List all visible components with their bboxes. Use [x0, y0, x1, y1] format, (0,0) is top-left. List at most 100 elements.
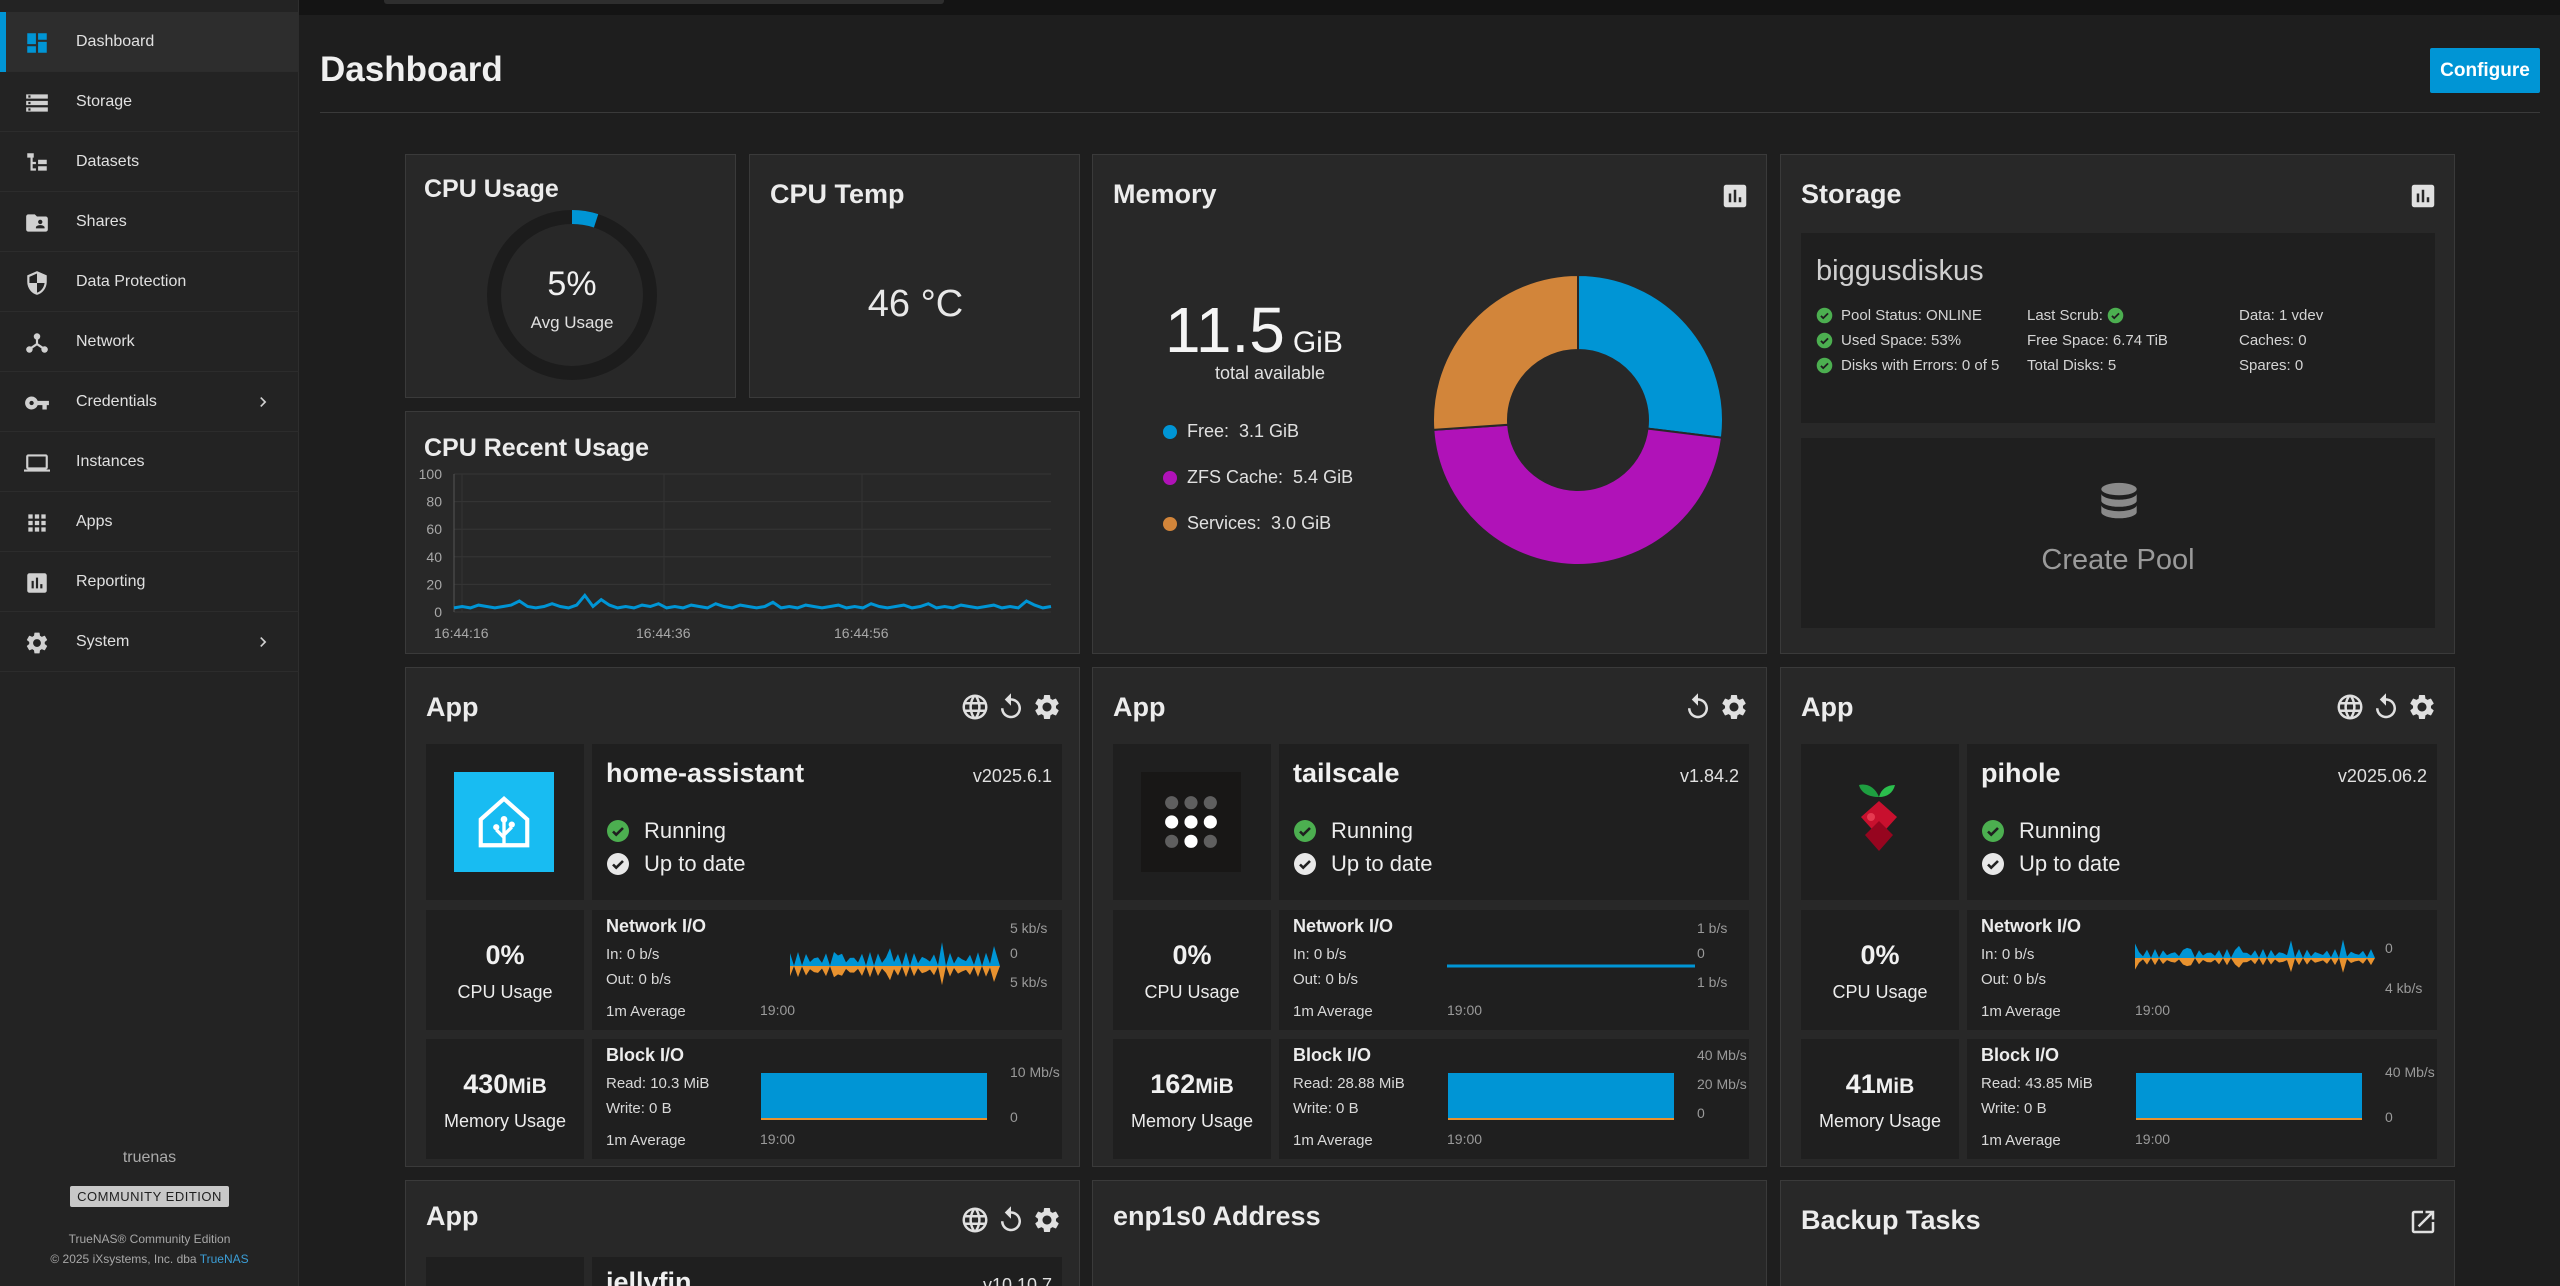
sidebar-item-apps[interactable]: Apps — [0, 492, 299, 552]
restart-icon[interactable] — [996, 1205, 1026, 1235]
app-memory-label: Memory Usage — [1818, 1111, 1942, 1131]
block-io-area — [1448, 1073, 1674, 1119]
truenas-link[interactable]: TrueNAS — [199, 1252, 249, 1266]
sidebar-item-datasets[interactable]: Datasets — [0, 132, 299, 192]
app-name: home-assistant — [606, 758, 805, 788]
restart-icon[interactable] — [2371, 692, 2401, 722]
sidebar-item-network[interactable]: Network — [0, 312, 299, 372]
sidebar-item-label: Credentials — [76, 392, 157, 410]
legend-label: ZFS Cache: — [1187, 467, 1284, 487]
check-circle-icon — [1816, 357, 1833, 374]
time-label: 19:00 — [760, 1002, 796, 1018]
gear-icon[interactable] — [2407, 692, 2437, 722]
gear-icon[interactable] — [1719, 692, 1749, 722]
y-tick-label: 100 — [419, 466, 443, 482]
storage-report-icon[interactable] — [2408, 181, 2438, 211]
app-header-tile: jellyfin v10.10.7 — [592, 1257, 1062, 1286]
sidebar-item-instances[interactable]: Instances — [0, 432, 299, 492]
pool-card[interactable]: biggusdiskus Pool Status: ONLINE Used Sp… — [1801, 233, 2435, 423]
memory-caption: total available — [1214, 363, 1326, 383]
sidebar-item-label: Dashboard — [76, 32, 155, 50]
memory-total: 11.5 GiB — [1165, 293, 1343, 367]
block-io-area — [761, 1073, 987, 1119]
axis-label: 40 Mb/s — [2385, 1064, 2435, 1080]
chevron-right-icon — [260, 637, 267, 647]
net-average: 1m Average — [1293, 1003, 1373, 1020]
pool-used-text: Used Space: 53% — [1841, 332, 1962, 349]
sidebar-item-data-protection[interactable]: Data Protection — [0, 252, 299, 312]
configure-button[interactable]: Configure — [2430, 48, 2540, 93]
pool-last-scrub: Last Scrub: — [2027, 307, 2124, 324]
net-io-out-area — [790, 966, 1000, 986]
sidebar-item-label: System — [76, 632, 130, 650]
app-update-status: Up to date — [1293, 851, 1433, 877]
net-in: In: 0 b/s — [1981, 946, 2035, 963]
time-label: 19:00 — [2135, 1131, 2171, 1147]
globe-icon[interactable] — [960, 1205, 990, 1235]
hostname: truenas — [122, 1149, 177, 1166]
memory-report-icon[interactable] — [1720, 181, 1750, 211]
app-header-tile: home-assistant v2025.6.1 Running Up to d… — [592, 744, 1062, 900]
sidebar-item-dashboard[interactable]: Dashboard — [0, 12, 299, 72]
blk-average: 1m Average — [1293, 1132, 1373, 1149]
net-io-chart — [2135, 939, 2375, 973]
memory-card: Memory 11.5 GiB total available Free: 3.… — [1092, 154, 1767, 654]
app-status-text: Running — [1331, 818, 1413, 843]
cpu-temp-card: CPU Temp 46 °C — [749, 154, 1080, 398]
search-bar-edge[interactable] — [384, 0, 944, 4]
sidebar-item-label: Reporting — [76, 572, 146, 590]
app-card-pihole: App pihole v2025.06.2 Running Up to date… — [1780, 667, 2455, 1167]
cpu-usage-card: CPU Usage 5% Avg Usage — [405, 154, 736, 398]
restart-icon[interactable] — [996, 692, 1026, 722]
card-title: Storage — [1801, 179, 1902, 209]
block-io-area — [2136, 1073, 2362, 1119]
net-title: Network I/O — [1293, 916, 1394, 936]
sidebar-item-credentials[interactable]: Credentials — [0, 372, 299, 432]
sidebar-item-label: Data Protection — [76, 272, 187, 290]
app-card-jellyfin: App jellyfin v10.10.7 — [405, 1180, 1080, 1286]
sidebar-item-reporting[interactable]: Reporting — [0, 552, 299, 612]
app-block-tile: Block I/O Read: 28.88 MiB Write: 0 B 1m … — [1279, 1039, 1749, 1159]
app-memory-label: Memory Usage — [1130, 1111, 1254, 1131]
restart-icon[interactable] — [1683, 692, 1713, 722]
globe-icon[interactable] — [2335, 692, 2365, 722]
axis-label: 4 kb/s — [2385, 980, 2423, 996]
copyright-line-2: © 2025 iXsystems, Inc. dba TrueNAS — [0, 1252, 299, 1266]
storage-icon — [26, 94, 48, 112]
sidebar-item-storage[interactable]: Storage — [0, 72, 299, 132]
memory-total-unit: GiB — [1292, 326, 1343, 359]
axis-label: 20 Mb/s — [1697, 1076, 1747, 1092]
network-interface-card: enp1s0 Address — [1092, 1180, 1767, 1286]
app-header-tile: tailscale v1.84.2 Running Up to date — [1279, 744, 1749, 900]
pool-data-vdev: Data: 1 vdev — [2239, 307, 2324, 324]
check-circle-icon — [1982, 820, 2004, 842]
blk-average: 1m Average — [606, 1132, 686, 1149]
app-name: tailscale — [1293, 758, 1400, 788]
gear-icon[interactable] — [1032, 692, 1062, 722]
cpu-series-line — [453, 592, 1052, 610]
card-title: App — [1113, 692, 1166, 722]
gear-icon[interactable] — [1032, 1205, 1062, 1235]
sidebar-item-shares[interactable]: Shares — [0, 192, 299, 252]
blk-title: Block I/O — [606, 1045, 685, 1065]
sidebar-item-label: Network — [76, 332, 135, 350]
cpu-temp-value: 46 °C — [867, 283, 964, 325]
cpu-recent-chart: 100 80 60 40 20 0 16:44:16 16:44:36 16:44:56 — [419, 466, 1052, 641]
app-memory-value: 41MiB — [1801, 1069, 1959, 1100]
app-network-tile: Network I/O In: 0 b/s Out: 0 b/s 1m Aver… — [592, 910, 1062, 1030]
x-tick-label: 16:44:36 — [636, 625, 691, 641]
globe-icon[interactable] — [960, 692, 990, 722]
page-title: Dashboard — [320, 50, 503, 89]
title-divider — [320, 112, 2540, 113]
create-pool-tile[interactable]: Create Pool — [1801, 438, 2435, 628]
app-version: v1.84.2 — [1679, 766, 1739, 786]
top-toolbar — [299, 0, 2560, 15]
net-in: In: 0 b/s — [606, 946, 660, 963]
memory-total-value: 11.5 — [1165, 294, 1285, 366]
apps-grid-icon — [28, 514, 46, 532]
time-label: 19:00 — [1447, 1002, 1483, 1018]
app-logo-tile — [1801, 744, 1959, 900]
sidebar-item-system[interactable]: System — [0, 612, 299, 672]
open-in-new-icon[interactable] — [2408, 1207, 2438, 1237]
pool-caches: Caches: 0 — [2239, 332, 2307, 349]
